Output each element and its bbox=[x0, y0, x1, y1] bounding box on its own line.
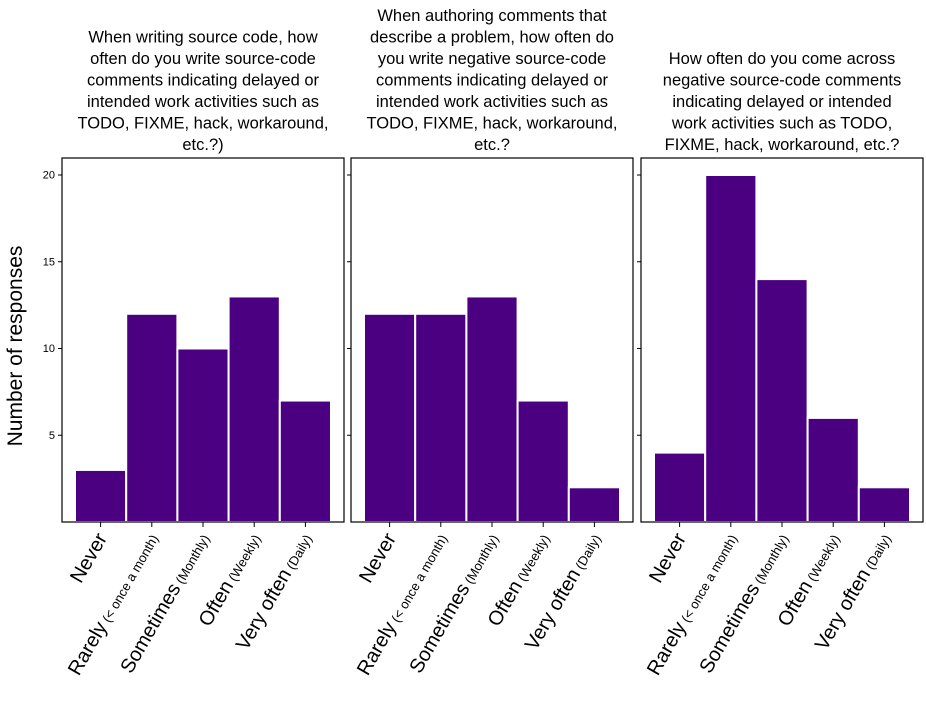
panel-title-line: describe a problem, how often do bbox=[370, 29, 614, 47]
panel-title-line: comments indicating delayed or bbox=[87, 72, 320, 90]
chart-panels: When writing source code, how often do yo… bbox=[43, 7, 924, 679]
panel-title-line: When authoring comments that bbox=[377, 7, 607, 25]
bar-very-often bbox=[567, 486, 621, 523]
x-tick-label-main: Rarely bbox=[643, 618, 691, 679]
bar-sometimes bbox=[465, 295, 519, 524]
chart-panel-2: When authoring comments that describe a p… bbox=[347, 7, 634, 679]
x-tick-label-sub: (Monthly) bbox=[460, 532, 502, 590]
panel-title-line: indicating delayed or intended bbox=[672, 93, 891, 111]
bar-often bbox=[227, 295, 281, 524]
bar-often bbox=[806, 416, 860, 523]
x-tick-label: Never bbox=[645, 529, 691, 586]
bar-never bbox=[653, 451, 707, 524]
x-tick-label-main: Very often bbox=[811, 565, 875, 654]
bar-never bbox=[363, 312, 417, 523]
x-tick-label: Never bbox=[355, 529, 401, 586]
chart-panel-1: When writing source code, how often do yo… bbox=[43, 29, 345, 679]
panel-title: When writing source code, how often do yo… bbox=[78, 29, 329, 155]
chart-panel-3: How often do you come across negative sou… bbox=[637, 50, 924, 679]
panel-title-line: negative source-code comments bbox=[663, 72, 901, 90]
x-tick-label-sub: (Monthly) bbox=[171, 532, 213, 590]
x-tick-label-main: Very often bbox=[232, 565, 296, 654]
x-tick-label-sub: (Weekly) bbox=[802, 532, 842, 587]
bar-rarely bbox=[414, 312, 468, 523]
panel-title-line: TODO, FIXME, hack, workaround, bbox=[78, 115, 329, 133]
y-tick-label: 10 bbox=[43, 343, 55, 355]
x-tick-label-sub: (Monthly) bbox=[750, 532, 792, 590]
x-tick-label: Never bbox=[66, 529, 112, 586]
x-tick-label-main: Rarely bbox=[353, 618, 401, 679]
x-tick-label: Sometimes (Monthly) bbox=[695, 530, 793, 678]
panel-title-line: you write negative source-code bbox=[378, 50, 606, 68]
panel-title-line: comments indicating delayed or bbox=[376, 72, 609, 90]
panel-title-line: How often do you come across bbox=[669, 50, 896, 68]
x-tick-label: Sometimes (Monthly) bbox=[116, 530, 214, 678]
x-tick-label-sub: (Weekly) bbox=[512, 532, 552, 587]
x-tick-label-main: Never bbox=[355, 529, 401, 586]
x-tick-label-sub: (Daily) bbox=[860, 532, 894, 575]
bar-rarely bbox=[125, 312, 179, 523]
x-tick-label-main: Never bbox=[66, 529, 112, 586]
bar-sometimes bbox=[176, 347, 230, 523]
y-tick-label: 20 bbox=[43, 170, 55, 182]
bar-rarely bbox=[704, 174, 758, 523]
bar-often bbox=[516, 399, 570, 523]
bar-very-often bbox=[278, 399, 332, 523]
panel-title-line: intended work activities such as bbox=[87, 93, 319, 111]
x-tick-label-sub: (Daily) bbox=[281, 532, 315, 575]
x-tick-label-sub: (Weekly) bbox=[223, 532, 263, 587]
panel-title-line: often do you write source-code bbox=[90, 50, 316, 68]
y-tick-label: 15 bbox=[43, 256, 55, 268]
panel-title-line: work activities such as TODO, bbox=[671, 115, 892, 133]
panel-title-line: TODO, FIXME, hack, workaround, bbox=[367, 115, 618, 133]
panel-title-line: etc.?) bbox=[182, 136, 223, 154]
y-tick-label: 5 bbox=[49, 430, 55, 442]
y-axis-label: Number of responses bbox=[4, 246, 27, 447]
panel-title: How often do you come across negative sou… bbox=[663, 50, 901, 154]
panel-title: When authoring comments that describe a p… bbox=[367, 7, 618, 154]
panel-title-line: FIXME, hack, workaround, etc.? bbox=[665, 136, 900, 154]
bar-very-often bbox=[857, 486, 911, 523]
panel-title-line: When writing source code, how bbox=[88, 29, 317, 47]
bar-never bbox=[74, 468, 128, 524]
x-tick-label-main: Rarely bbox=[64, 618, 112, 679]
bar-sometimes bbox=[755, 278, 809, 523]
x-tick-label: Sometimes (Monthly) bbox=[405, 530, 503, 678]
panel-title-line: intended work activities such as bbox=[376, 93, 608, 111]
x-tick-label-main: Very often bbox=[521, 565, 585, 654]
x-tick-label-sub: (Daily) bbox=[570, 532, 604, 575]
panel-title-line: etc.? bbox=[474, 136, 510, 154]
x-tick-label-main: Never bbox=[645, 529, 691, 586]
